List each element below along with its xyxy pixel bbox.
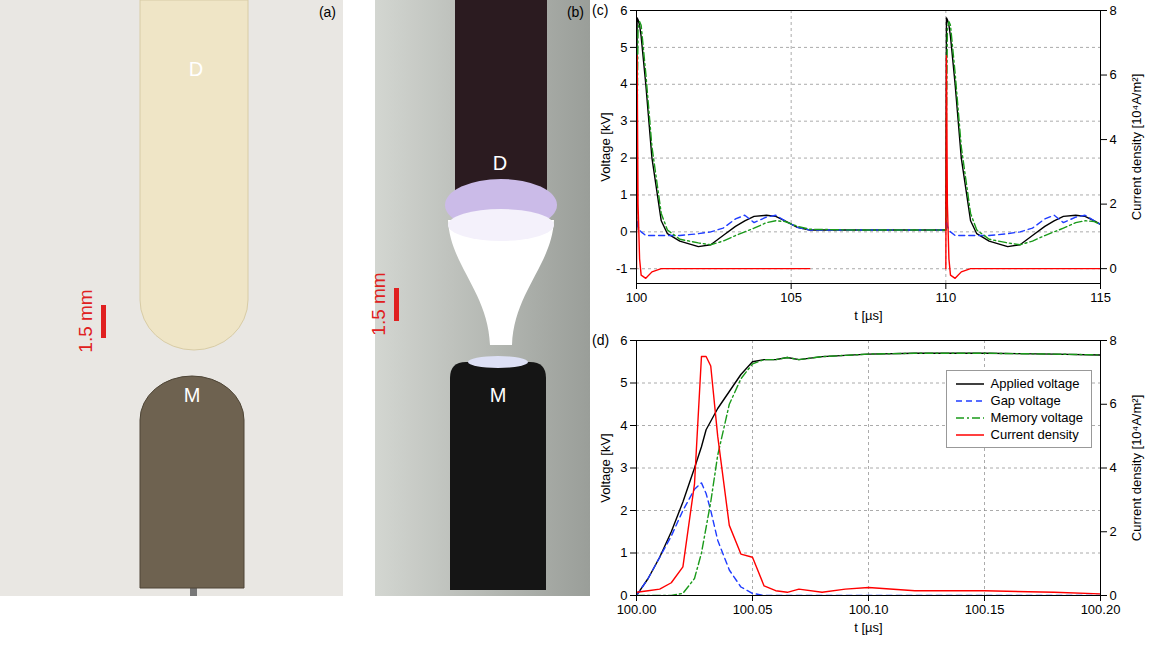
- svg-text:Current density [10⁴A/m²]: Current density [10⁴A/m²]: [1129, 395, 1144, 541]
- html-text:Current density: Current density: [990, 427, 1079, 442]
- svg-text:0: 0: [620, 588, 627, 603]
- svg-text:4: 4: [620, 418, 627, 433]
- html-text:Applied voltage: Applied voltage: [990, 376, 1080, 391]
- svg-text:100: 100: [626, 290, 648, 305]
- svg-text:M: M: [184, 384, 201, 406]
- svg-text:105: 105: [780, 290, 802, 305]
- svg-text:100.05: 100.05: [733, 602, 773, 617]
- svg-text:0: 0: [1110, 588, 1117, 603]
- svg-text:Voltage [kV]: Voltage [kV]: [598, 112, 613, 181]
- svg-text:2: 2: [620, 503, 627, 518]
- svg-text:(b): (b): [567, 4, 584, 20]
- svg-text:1: 1: [620, 545, 627, 560]
- svg-text:6: 6: [1110, 396, 1117, 411]
- svg-text:8: 8: [1110, 333, 1117, 348]
- svg-text:100.10: 100.10: [849, 602, 889, 617]
- svg-text:t [µs]: t [µs]: [854, 620, 882, 635]
- svg-text:4: 4: [1110, 132, 1117, 147]
- svg-text:100.20: 100.20: [1081, 602, 1121, 617]
- html-text:(d): (d): [592, 332, 610, 348]
- svg-text:1.5 mm: 1.5 mm: [75, 289, 96, 352]
- svg-text:-1: -1: [616, 261, 628, 276]
- svg-text:8: 8: [1110, 3, 1117, 18]
- html-text:(c): (c): [592, 2, 609, 18]
- svg-text:5: 5: [620, 375, 627, 390]
- svg-text:4: 4: [1110, 460, 1117, 475]
- svg-text:3: 3: [620, 460, 627, 475]
- svg-text:100.00: 100.00: [617, 602, 657, 617]
- svg-text:4: 4: [620, 76, 627, 91]
- html-text:Memory voltage: Memory voltage: [990, 410, 1083, 425]
- html-text:Gap voltage: Gap voltage: [990, 393, 1061, 408]
- svg-text:t [µs]: t [µs]: [854, 308, 882, 323]
- svg-text:5: 5: [620, 40, 627, 55]
- svg-text:D: D: [189, 58, 203, 80]
- svg-text:6: 6: [620, 333, 627, 348]
- svg-text:6: 6: [620, 3, 627, 18]
- svg-text:D: D: [493, 152, 507, 174]
- svg-text:Voltage [kV]: Voltage [kV]: [598, 433, 613, 502]
- svg-text:110: 110: [935, 290, 956, 305]
- svg-text:1.5 mm: 1.5 mm: [368, 272, 389, 335]
- svg-text:6: 6: [1110, 67, 1117, 82]
- svg-text:M: M: [490, 384, 507, 406]
- svg-text:3: 3: [620, 113, 627, 128]
- svg-text:100.15: 100.15: [965, 602, 1005, 617]
- svg-text:2: 2: [1110, 524, 1117, 539]
- svg-text:(a): (a): [319, 4, 336, 20]
- svg-text:1: 1: [620, 187, 627, 202]
- svg-text:2: 2: [1110, 196, 1117, 211]
- svg-text:2: 2: [620, 150, 627, 165]
- svg-text:115: 115: [1090, 290, 1111, 305]
- svg-text:0: 0: [620, 224, 627, 239]
- svg-text:Current density [10⁴A/m²]: Current density [10⁴A/m²]: [1129, 74, 1144, 220]
- svg-text:0: 0: [1110, 261, 1117, 276]
